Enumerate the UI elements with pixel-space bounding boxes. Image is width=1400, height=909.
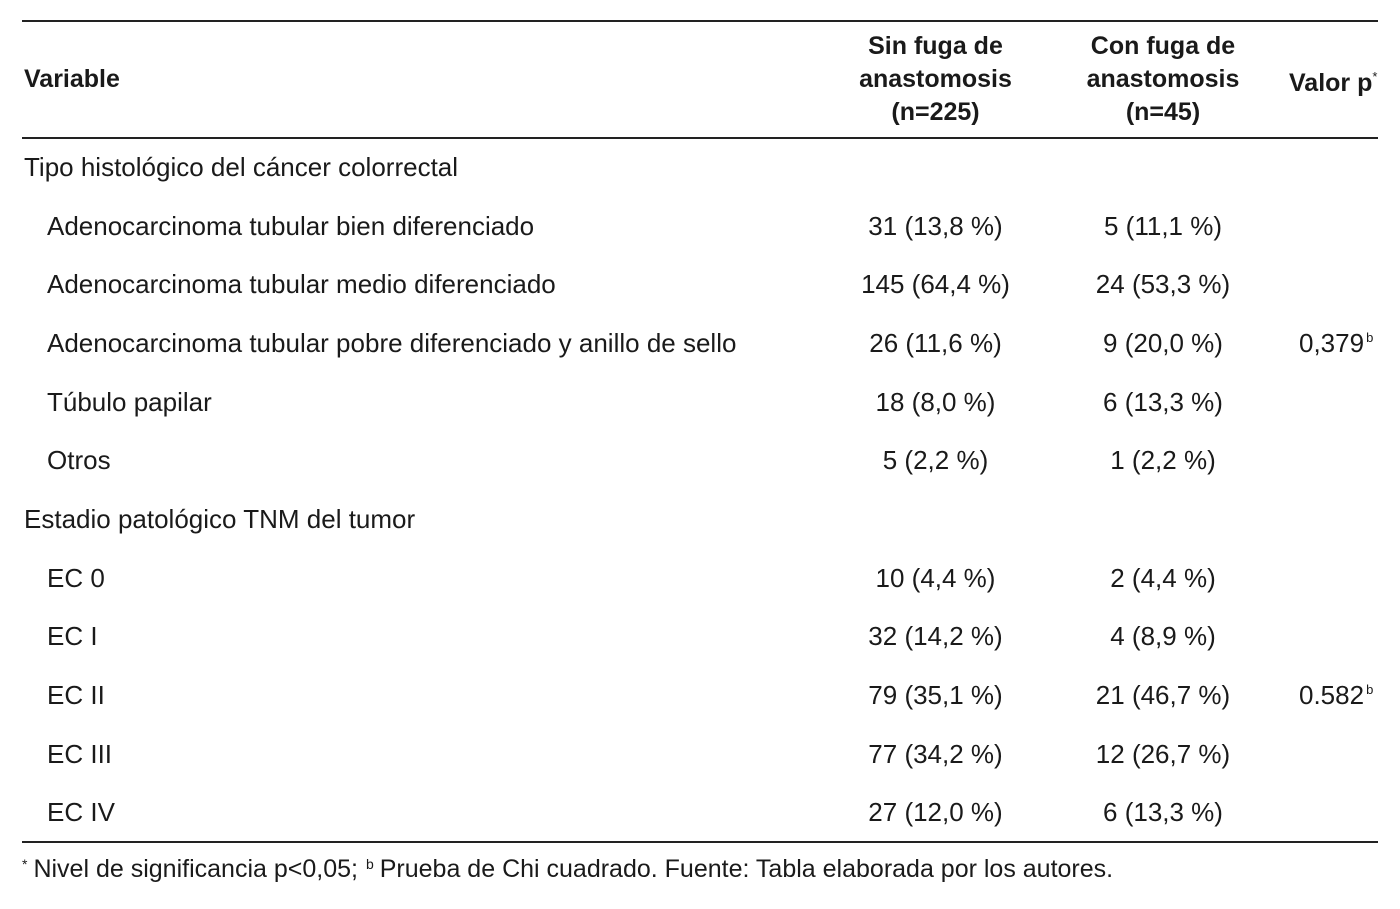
section-title: Estadio patológico TNM del tumor (24, 503, 416, 534)
cell-con-fuga: 24 (53,3 %) (1095, 269, 1231, 300)
header-sin-fuga-line3: (n=225) (891, 98, 980, 126)
table-row: EC I 32 (14,2 %) 4 (8,9 %) (22, 608, 1378, 667)
table-row: Adenocarcinoma tubular medio diferenciad… (22, 255, 1378, 314)
table-row: EC IV 27 (12,0 %) 6 (13,3 %) (22, 784, 1378, 843)
cell-con-fuga: 4 (8,9 %) (1110, 621, 1216, 652)
row-label: Adenocarcinoma tubular pobre diferenciad… (47, 327, 737, 358)
section-title: Tipo histológico del cáncer colorrectal (24, 152, 459, 183)
cell-valor-p: 0,379 b (1277, 314, 1378, 373)
results-table-container: Variable Sin fuga de anastomosis (n=225)… (22, 20, 1378, 884)
header-valor-p-mark: * (1372, 68, 1378, 84)
header-con-fuga-line1: Con fuga de (1090, 32, 1236, 60)
cell-valor-p (1277, 608, 1378, 667)
table-header-row: Variable Sin fuga de anastomosis (n=225)… (22, 21, 1378, 138)
row-label: EC III (47, 738, 113, 769)
header-sin-fuga-line1: Sin fuga de (868, 32, 1003, 60)
cell-con-fuga: 21 (46,7 %) (1095, 680, 1231, 711)
cell-valor-p (1277, 197, 1378, 256)
cell-valor-p (1277, 784, 1378, 843)
section-row: Tipo histológico del cáncer colorrectal (22, 138, 1378, 197)
table-row: EC II 79 (35,1 %) 21 (46,7 %) 0.582 b (22, 666, 1378, 725)
cell-con-fuga: 1 (2,2 %) (1110, 445, 1216, 476)
footnote-text-a: Nivel de significancia p<0,05; (33, 855, 358, 884)
cell-con-fuga: 6 (13,3 %) (1103, 386, 1223, 417)
table-row: Adenocarcinoma tubular bien diferenciado… (22, 197, 1378, 256)
results-table: Variable Sin fuga de anastomosis (n=225)… (22, 20, 1378, 843)
cell-valor-p: 0.582 b (1277, 666, 1378, 725)
footnote-mark-a: * (22, 856, 28, 873)
p-value: 0.582 (1299, 680, 1365, 711)
header-con-fuga: Con fuga de anastomosis (n=45) (1049, 21, 1277, 138)
header-valor-p-label: Valor p (1289, 68, 1373, 97)
table-row: EC 0 10 (4,4 %) 2 (4,4 %) (22, 549, 1378, 608)
cell-con-fuga: 12 (26,7 %) (1095, 738, 1231, 769)
table-body: Tipo histológico del cáncer colorrectal A… (22, 138, 1378, 843)
cell-valor-p (1277, 725, 1378, 784)
cell-sin-fuga: 5 (2,2 %) (882, 445, 989, 476)
cell-valor-p (1277, 549, 1378, 608)
table-row: EC III 77 (34,2 %) 12 (26,7 %) (22, 725, 1378, 784)
row-label: EC II (47, 680, 105, 711)
row-label: EC I (47, 621, 98, 652)
header-sin-fuga: Sin fuga de anastomosis (n=225) (822, 21, 1049, 138)
footnote-text-b: Prueba de Chi cuadrado. Fuente: Tabla el… (379, 855, 1114, 884)
footnote-mark-b: b (365, 856, 374, 873)
cell-valor-p (1277, 373, 1378, 432)
cell-valor-p (1277, 255, 1378, 314)
header-sin-fuga-line2: anastomosis (859, 65, 1012, 93)
row-label: Túbulo papilar (47, 386, 212, 417)
cell-sin-fuga: 145 (64,4 %) (861, 269, 1010, 300)
p-value-mark: b (1366, 682, 1374, 698)
row-label: Adenocarcinoma tubular medio diferenciad… (47, 269, 556, 300)
cell-con-fuga: 5 (11,1 %) (1103, 210, 1222, 241)
table-row: Túbulo papilar 18 (8,0 %) 6 (13,3 %) (22, 373, 1378, 432)
section-row: Estadio patológico TNM del tumor (22, 490, 1378, 549)
cell-sin-fuga: 27 (12,0 %) (868, 796, 1003, 827)
cell-sin-fuga: 77 (34,2 %) (868, 738, 1003, 769)
header-valor-p: Valor p* (1277, 21, 1378, 138)
row-label: EC 0 (47, 562, 105, 593)
cell-sin-fuga: 26 (11,6 %) (869, 327, 1002, 358)
row-label: Adenocarcinoma tubular bien diferenciado (47, 210, 535, 241)
cell-sin-fuga: 18 (8,0 %) (875, 386, 996, 417)
table-row: Otros 5 (2,2 %) 1 (2,2 %) (22, 431, 1378, 490)
row-label: EC IV (47, 796, 115, 827)
cell-valor-p (1277, 431, 1378, 490)
cell-con-fuga: 6 (13,3 %) (1103, 796, 1223, 827)
cell-con-fuga: 9 (20,0 %) (1103, 327, 1223, 358)
cell-sin-fuga: 79 (35,1 %) (868, 680, 1003, 711)
row-label: Otros (47, 445, 111, 476)
table-row: Adenocarcinoma tubular pobre diferenciad… (22, 314, 1378, 373)
cell-sin-fuga: 31 (13,8 %) (868, 210, 1003, 241)
header-con-fuga-line3: (n=45) (1125, 98, 1201, 126)
cell-con-fuga: 2 (4,4 %) (1110, 562, 1216, 593)
p-value-mark: b (1366, 329, 1374, 345)
header-variable: Variable (24, 65, 120, 93)
cell-sin-fuga: 10 (4,4 %) (875, 562, 996, 593)
header-con-fuga-line2: anastomosis (1086, 65, 1240, 93)
table-footnote: * Nivel de significancia p<0,05; b Prueba d… (22, 855, 1378, 884)
p-value: 0,379 (1299, 327, 1365, 358)
cell-sin-fuga: 32 (14,2 %) (868, 621, 1003, 652)
